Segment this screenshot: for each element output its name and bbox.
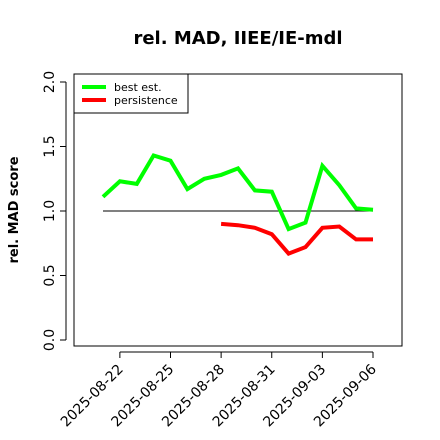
series-line-1 — [220, 221, 373, 256]
legend-label: persistence — [114, 94, 178, 107]
plot-frame — [73, 73, 403, 347]
y-axis-label: rel. MAD score — [7, 156, 22, 263]
y-axis: 0.0 0.5 1.0 1.5 2.0 — [42, 71, 67, 351]
y-tick-label: 1.5 — [42, 135, 58, 157]
x-axis: 2025-08-222025-08-252025-08-282025-08-31… — [58, 351, 380, 430]
y-tick-label: 2.0 — [42, 71, 58, 93]
legend-box — [73, 73, 189, 114]
y-tick-label: 1.0 — [42, 200, 58, 222]
y-tick-label: 0.0 — [42, 329, 58, 351]
chart-title: rel. MAD, IIEE/IE-mdl — [133, 28, 342, 49]
series-layer — [101, 153, 374, 256]
series-line-0 — [101, 153, 374, 232]
y-tick-label: 0.5 — [42, 264, 58, 286]
legend-label: best est. — [114, 81, 162, 94]
legend: best est.persistence — [73, 73, 189, 114]
